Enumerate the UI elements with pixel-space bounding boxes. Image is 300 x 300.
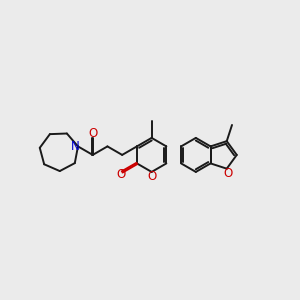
Text: O: O xyxy=(88,128,97,140)
Text: O: O xyxy=(148,170,157,183)
Text: O: O xyxy=(116,168,125,181)
Text: O: O xyxy=(224,167,233,180)
Text: N: N xyxy=(71,140,80,153)
